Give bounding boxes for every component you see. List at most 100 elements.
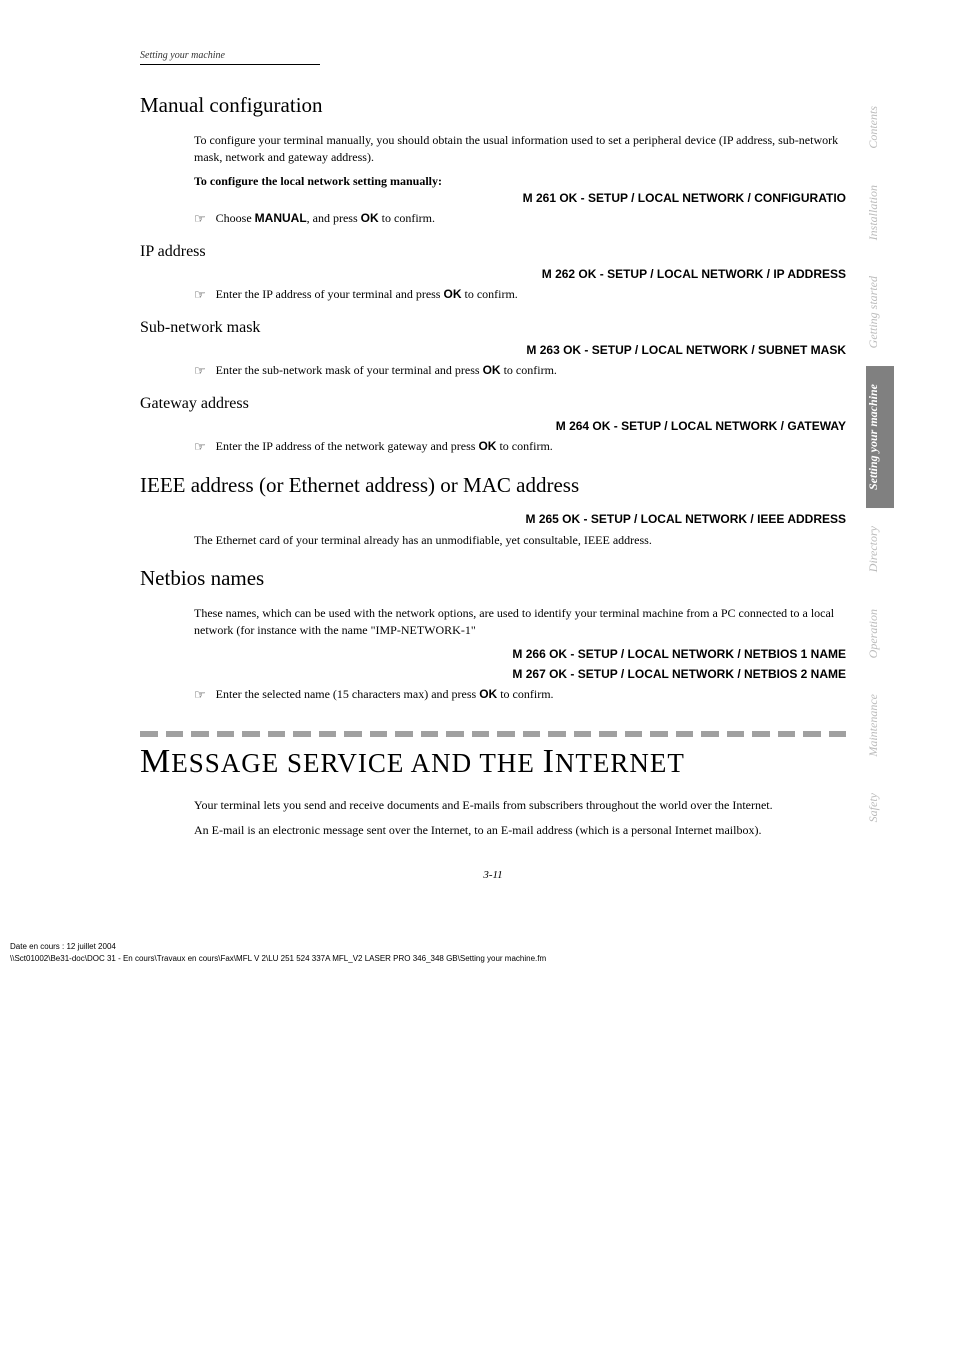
- manual-config-lead: To configure the local network setting m…: [194, 174, 846, 189]
- title-first-letter: I: [543, 743, 555, 780]
- gateway-menu: M 264 OK - SETUP / LOCAL NETWORK / GATEW…: [140, 419, 846, 433]
- message-service-para2: An E-mail is an electronic message sent …: [194, 822, 846, 839]
- ip-address-menu: M 262 OK - SETUP / LOCAL NETWORK / IP AD…: [140, 267, 846, 281]
- title-rest: NTERNET: [555, 748, 685, 778]
- text-fragment: Enter the IP address of the network gate…: [216, 439, 479, 453]
- side-tab[interactable]: Setting your machine: [866, 366, 894, 508]
- step-text: Enter the sub-network mask of your termi…: [216, 363, 846, 378]
- divider-block: [242, 731, 260, 737]
- section-divider: [140, 731, 846, 737]
- side-tab[interactable]: Maintenance: [866, 676, 894, 775]
- divider-block: [217, 731, 235, 737]
- text-fragment: to confirm.: [501, 363, 557, 377]
- divider-block: [574, 731, 592, 737]
- text-fragment: Enter the sub-network mask of your termi…: [216, 363, 483, 377]
- divider-block: [191, 731, 209, 737]
- divider-block: [599, 731, 617, 737]
- text-bold: OK: [483, 363, 501, 377]
- title-first-letter: M: [140, 743, 171, 780]
- divider-block: [548, 731, 566, 737]
- netbios-title: Netbios names: [140, 566, 846, 591]
- message-service-para1: Your terminal lets you send and receive …: [194, 797, 846, 814]
- divider-block: [344, 731, 362, 737]
- ip-address-title: IP address: [140, 243, 846, 261]
- manual-config-menu: M 261 OK - SETUP / LOCAL NETWORK / CONFI…: [140, 191, 846, 205]
- divider-block: [370, 731, 388, 737]
- manual-config-step: ☞ Choose MANUAL, and press OK to confirm…: [194, 211, 846, 227]
- divider-block: [829, 731, 847, 737]
- divider-block: [140, 731, 158, 737]
- divider-block: [293, 731, 311, 737]
- gateway-title: Gateway address: [140, 395, 846, 413]
- text-bold: OK: [443, 287, 461, 301]
- subnet-step: ☞ Enter the sub-network mask of your ter…: [194, 363, 846, 379]
- divider-block: [497, 731, 515, 737]
- ieee-menu: M 265 OK - SETUP / LOCAL NETWORK / IEEE …: [140, 512, 846, 526]
- divider-block: [650, 731, 668, 737]
- text-bold: OK: [361, 211, 379, 225]
- subnet-menu: M 263 OK - SETUP / LOCAL NETWORK / SUBNE…: [140, 343, 846, 357]
- footer: Date en cours : 12 juillet 2004 \\Sct010…: [10, 941, 894, 965]
- step-text: Choose MANUAL, and press OK to confirm.: [216, 211, 846, 226]
- pointer-icon: ☞: [194, 287, 206, 303]
- text-fragment: to confirm.: [497, 687, 553, 701]
- pointer-icon: ☞: [194, 439, 206, 455]
- netbios-menu1: M 266 OK - SETUP / LOCAL NETWORK / NETBI…: [140, 647, 846, 661]
- side-tab[interactable]: Getting started: [866, 258, 894, 366]
- divider-block: [523, 731, 541, 737]
- side-tab[interactable]: Contents: [866, 88, 894, 167]
- side-tab[interactable]: Installation: [866, 167, 894, 258]
- step-text: Enter the IP address of the network gate…: [216, 439, 846, 454]
- step-text: Enter the selected name (15 characters m…: [216, 687, 846, 702]
- text-fragment: Enter the selected name (15 characters m…: [216, 687, 480, 701]
- text-fragment: to confirm.: [461, 287, 517, 301]
- divider-block: [268, 731, 286, 737]
- divider-block: [803, 731, 821, 737]
- side-tab[interactable]: Operation: [866, 591, 894, 676]
- text-fragment: Choose: [216, 211, 255, 225]
- pointer-icon: ☞: [194, 363, 206, 379]
- subnet-title: Sub-network mask: [140, 319, 846, 337]
- text-bold: MANUAL: [255, 211, 307, 225]
- manual-config-title: Manual configuration: [140, 93, 846, 118]
- netbios-step: ☞ Enter the selected name (15 characters…: [194, 687, 846, 703]
- side-tab[interactable]: Safety: [866, 775, 894, 840]
- netbios-intro: These names, which can be used with the …: [194, 605, 846, 639]
- text-fragment: to confirm.: [379, 211, 435, 225]
- divider-block: [166, 731, 184, 737]
- title-rest: ESSAGE SERVICE AND THE: [171, 748, 542, 778]
- divider-block: [778, 731, 796, 737]
- divider-block: [319, 731, 337, 737]
- footer-line1: Date en cours : 12 juillet 2004: [10, 941, 894, 953]
- divider-block: [395, 731, 413, 737]
- divider-block: [701, 731, 719, 737]
- manual-config-intro: To configure your terminal manually, you…: [194, 132, 846, 166]
- step-text: Enter the IP address of your terminal an…: [216, 287, 846, 302]
- divider-block: [676, 731, 694, 737]
- footer-line2: \\Sct01002\Be31-doc\DOC 31 - En cours\Tr…: [10, 953, 894, 965]
- text-fragment: , and press: [307, 211, 361, 225]
- ieee-body: The Ethernet card of your terminal alrea…: [194, 532, 846, 549]
- netbios-menu2: M 267 OK - SETUP / LOCAL NETWORK / NETBI…: [140, 667, 846, 681]
- divider-block: [727, 731, 745, 737]
- divider-block: [421, 731, 439, 737]
- header-rule: [140, 64, 320, 65]
- message-service-title: MESSAGE SERVICE AND THE INTERNET: [140, 743, 846, 781]
- pointer-icon: ☞: [194, 687, 206, 703]
- text-fragment: Enter the IP address of your terminal an…: [216, 287, 444, 301]
- divider-block: [472, 731, 490, 737]
- text-bold: OK: [479, 687, 497, 701]
- side-tab[interactable]: Directory: [866, 508, 894, 590]
- pointer-icon: ☞: [194, 211, 206, 227]
- page-number: 3-11: [140, 869, 846, 881]
- divider-block: [446, 731, 464, 737]
- gateway-step: ☞ Enter the IP address of the network ga…: [194, 439, 846, 455]
- divider-block: [752, 731, 770, 737]
- ieee-title: IEEE address (or Ethernet address) or MA…: [140, 473, 846, 498]
- divider-block: [625, 731, 643, 737]
- running-head: Setting your machine: [140, 50, 894, 61]
- text-bold: OK: [478, 439, 496, 453]
- text-fragment: to confirm.: [496, 439, 552, 453]
- main-content: Manual configuration To configure your t…: [140, 93, 846, 881]
- side-tabs: ContentsInstallationGetting startedSetti…: [866, 88, 894, 840]
